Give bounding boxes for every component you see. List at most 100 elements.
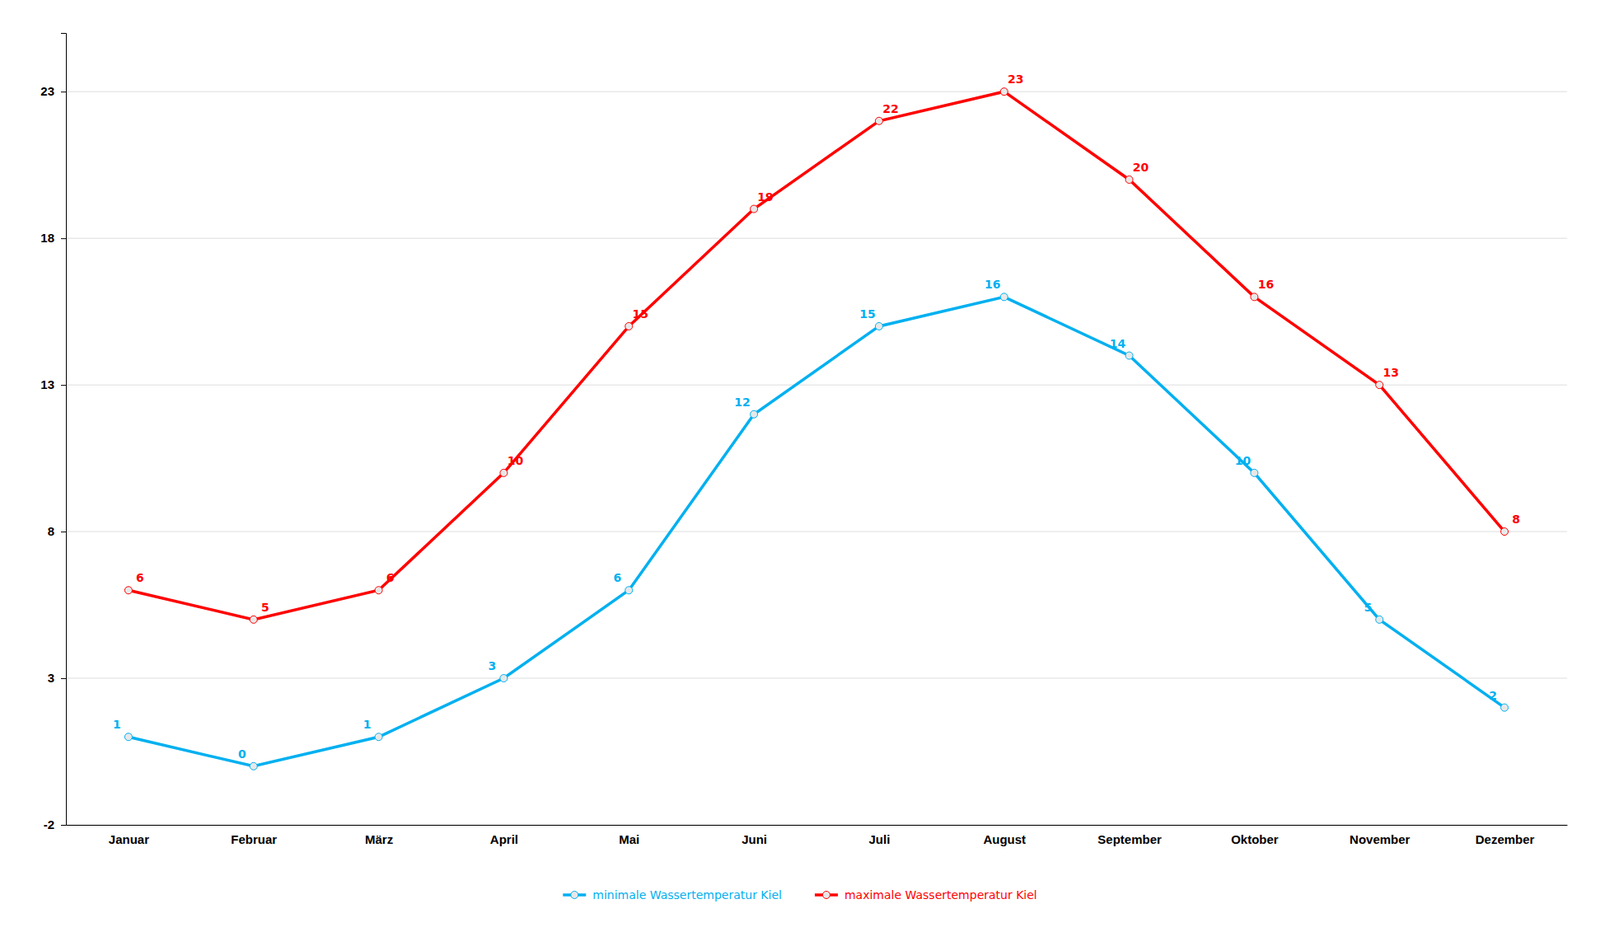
x-tick-label: Dezember <box>1475 832 1535 847</box>
y-tick-mark <box>60 824 66 826</box>
series-marker <box>124 733 132 741</box>
grid-line <box>65 91 1568 93</box>
y-tick-mark <box>60 531 66 533</box>
series-marker <box>625 586 633 595</box>
data-label: 15 <box>632 307 649 321</box>
data-labels: 1013612151614105265610151922232016138 <box>112 72 1521 761</box>
x-tick: Februar <box>230 832 277 847</box>
x-tick-label: Oktober <box>1230 832 1279 847</box>
data-label: 6 <box>135 570 145 585</box>
y-tick-mark <box>60 384 66 386</box>
x-tick: Dezember <box>1475 832 1535 847</box>
series-marker <box>374 733 383 741</box>
series-marker <box>500 468 508 477</box>
grid <box>65 91 1568 825</box>
y-tick: -2 <box>43 817 66 832</box>
x-tick: April <box>490 832 519 847</box>
data-label: 23 <box>1007 72 1024 86</box>
x-tick: Oktober <box>1230 832 1279 847</box>
series-marker <box>874 322 883 330</box>
x-tick-label: September <box>1097 832 1162 847</box>
grid-line <box>65 384 1568 386</box>
data-label: 15 <box>859 307 875 321</box>
x-tick: März <box>364 832 393 847</box>
series-marker <box>874 116 883 125</box>
series-marker <box>249 762 258 770</box>
legend: minimale Wassertemperatur Kiel maximale W… <box>562 888 1037 902</box>
plot-area <box>124 88 1508 771</box>
y-tick: 18 <box>40 230 66 245</box>
x-tick-label: April <box>490 832 519 847</box>
data-label: 22 <box>882 102 899 116</box>
y-axis: -2 3 8 13 18 23 <box>40 33 66 833</box>
y-tick-mark <box>60 238 66 239</box>
series-marker <box>750 410 758 418</box>
series-marker <box>1125 351 1133 360</box>
data-label: 1 <box>363 717 372 731</box>
y-axis-line <box>60 33 67 826</box>
x-tick: August <box>982 832 1026 847</box>
x-tick-label: Februar <box>230 832 277 847</box>
y-tick-label: 23 <box>40 84 55 99</box>
x-tick: Juni <box>741 832 768 847</box>
data-label: 16 <box>1258 277 1274 291</box>
data-label: 19 <box>757 190 773 204</box>
x-tick-label: November <box>1349 832 1411 847</box>
data-label: 8 <box>1511 512 1521 526</box>
data-label: 6 <box>612 570 622 585</box>
legend-marker <box>570 891 579 899</box>
series-marker <box>1125 175 1133 183</box>
series-line <box>128 91 1505 620</box>
series-marker <box>1501 528 1509 536</box>
series-marker <box>625 322 633 330</box>
x-tick-label: Juli <box>868 832 890 847</box>
series-marker <box>124 586 132 595</box>
series-marker <box>1000 88 1008 96</box>
x-tick: Januar <box>108 832 150 847</box>
x-tick-label: Mai <box>618 832 640 847</box>
x-tick: Mai <box>618 832 640 847</box>
legend-item: maximale Wassertemperatur Kiel <box>814 888 1038 902</box>
y-tick-label: 18 <box>40 230 55 245</box>
data-label: 5 <box>261 600 270 614</box>
data-label: 20 <box>1132 160 1150 174</box>
series-marker <box>1501 703 1509 712</box>
series-marker <box>750 205 758 213</box>
series-marker <box>1250 293 1259 301</box>
data-label: 1 <box>112 717 122 731</box>
data-label: 2 <box>1488 688 1498 702</box>
data-label: 12 <box>734 395 750 409</box>
data-label: 5 <box>1363 600 1372 614</box>
data-label: 14 <box>1109 336 1127 351</box>
data-label: 10 <box>507 453 524 468</box>
x-tick-label: Juni <box>741 832 768 847</box>
y-tick: 13 <box>40 377 66 392</box>
y-tick-mark <box>60 91 66 93</box>
series-marker <box>1375 615 1384 623</box>
series-marker <box>1375 381 1384 389</box>
legend-label: maximale Wassertemperatur Kiel <box>844 888 1038 902</box>
series-marker <box>249 615 258 623</box>
series-marker <box>1000 293 1008 301</box>
y-tick-label: 8 <box>47 523 55 539</box>
grid-line <box>65 238 1568 239</box>
x-tick: November <box>1349 832 1411 847</box>
data-label: 13 <box>1383 365 1399 379</box>
legend-item: minimale Wassertemperatur Kiel <box>562 888 782 902</box>
y-tick-label: 13 <box>40 377 55 392</box>
chart: -238131823JanuarFebruarMärzAprilMaiJuniJ… <box>0 0 1600 932</box>
series-marker <box>374 586 383 595</box>
x-axis-line <box>66 824 1568 826</box>
data-label: 0 <box>238 747 247 761</box>
y-tick: 3 <box>47 670 66 685</box>
data-label: 3 <box>488 659 497 673</box>
x-tick-label: Januar <box>108 832 150 847</box>
series-marker <box>1250 468 1259 477</box>
data-label: 6 <box>386 570 395 585</box>
y-tick-mark <box>60 678 66 679</box>
series-marker <box>500 674 508 683</box>
x-axis: Januar Februar März April Mai Juni Juli August S… <box>66 825 1568 847</box>
legend-marker <box>822 891 830 899</box>
grid-line <box>65 678 1568 679</box>
x-tick: September <box>1097 832 1162 847</box>
